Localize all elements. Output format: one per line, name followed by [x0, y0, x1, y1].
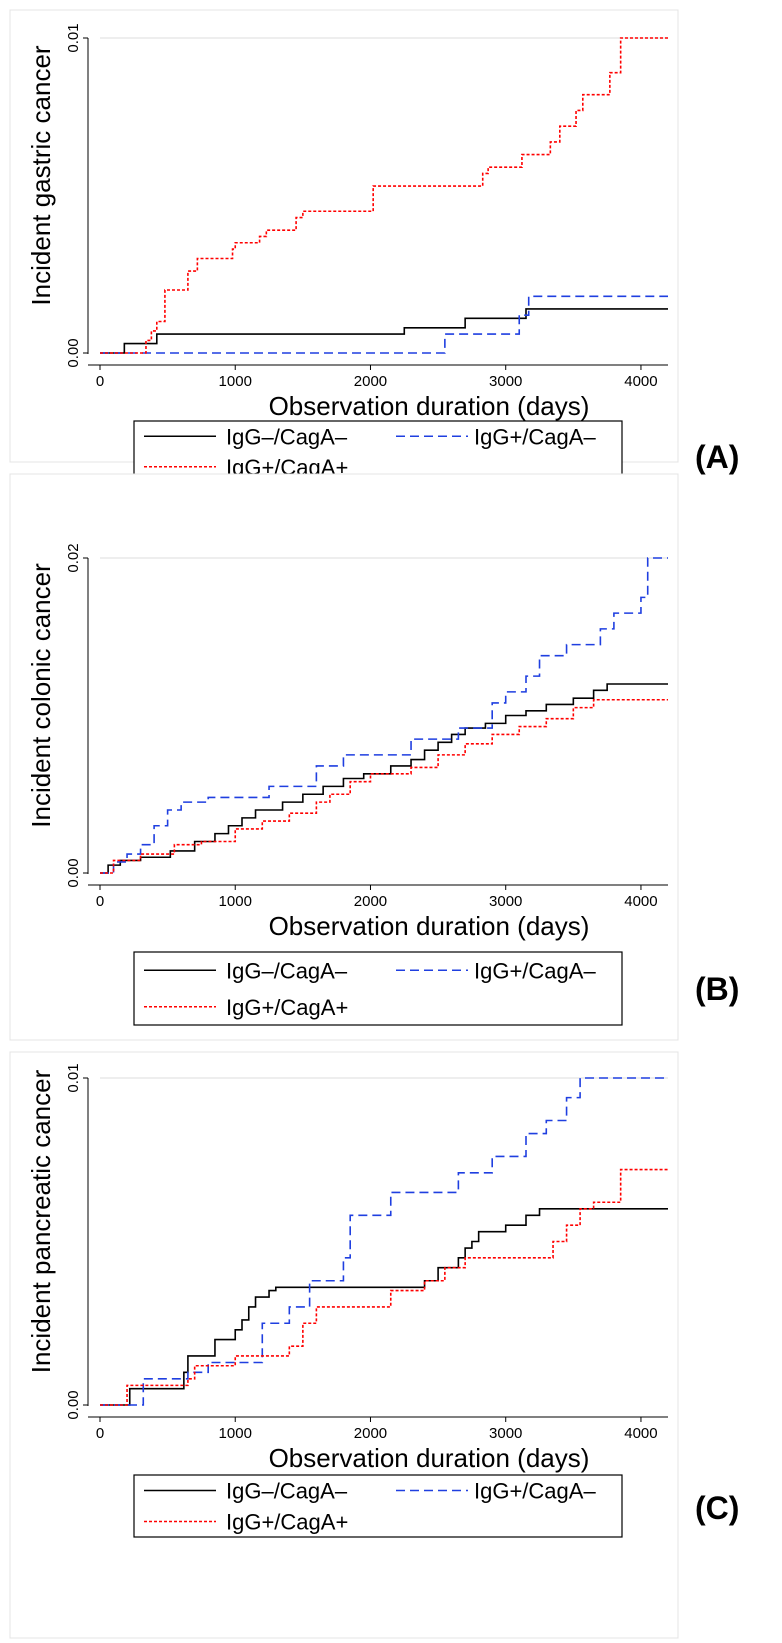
x-tick-label: 0	[96, 373, 104, 390]
y-tick-label: 0.00	[65, 1390, 82, 1419]
panel-background	[9, 473, 679, 1041]
series-line-2	[100, 295, 668, 354]
legend-label-3: IgG+/CagA+	[226, 995, 348, 1020]
chart-panel-1: 0.00 0.01 0 1000 2000 3000 4000 Observation dur…	[9, 9, 739, 483]
panel-background	[9, 9, 679, 463]
legend-box	[133, 1474, 623, 1538]
x-tick-label: 1000	[219, 373, 252, 390]
y-tick-label: 0.01	[65, 23, 82, 52]
legend-label-1: IgG–/CagA–	[226, 424, 348, 449]
x-axis-title: Observation duration (days)	[269, 391, 590, 421]
y-axis-title: Incident colonic cancer	[26, 563, 56, 828]
y-tick-label: 0.00	[65, 858, 82, 887]
x-axis-title: Observation duration (days)	[269, 1443, 590, 1473]
y-tick-label: 0.02	[65, 543, 82, 572]
panel-background	[9, 1051, 679, 1639]
chart-panel-2: 0.00 0.02 0 1000 2000 3000 4000 Observation dur…	[9, 473, 739, 1041]
x-tick-label: 0	[96, 893, 104, 910]
legend-box	[133, 420, 623, 483]
legend-label-2: IgG+/CagA–	[474, 424, 596, 449]
y-tick-label: 0.01	[65, 1063, 82, 1092]
legend-label-2: IgG+/CagA–	[474, 1479, 596, 1504]
series-line-3	[100, 1168, 668, 1406]
x-tick-label: 2000	[354, 1425, 387, 1442]
legend-label-2: IgG+/CagA–	[474, 958, 596, 983]
legend-label-3: IgG+/CagA+	[226, 1510, 348, 1535]
series-line-1	[100, 683, 668, 874]
legend-label-1: IgG–/CagA–	[226, 1479, 348, 1504]
x-tick-label: 2000	[354, 373, 387, 390]
series-line-3	[100, 37, 668, 354]
x-axis-title: Observation duration (days)	[269, 911, 590, 941]
chart-panel-3: 0.00 0.01 0 1000 2000 3000 4000 Observation dur…	[9, 1051, 739, 1639]
series-line-2	[100, 557, 668, 874]
y-axis-title: Incident pancreatic cancer	[26, 1069, 56, 1373]
x-tick-label: 1000	[219, 893, 252, 910]
x-tick-label: 4000	[624, 1425, 657, 1442]
x-tick-label: 4000	[624, 373, 657, 390]
x-tick-label: 2000	[354, 893, 387, 910]
series-line-2	[100, 1077, 668, 1406]
y-tick-label: 0.00	[65, 338, 82, 367]
panel-label: (A)	[695, 439, 739, 475]
panel-label: (C)	[695, 1490, 739, 1526]
x-tick-label: 1000	[219, 1425, 252, 1442]
legend-label-1: IgG–/CagA–	[226, 958, 348, 983]
x-tick-label: 0	[96, 1425, 104, 1442]
x-tick-label: 3000	[489, 893, 522, 910]
x-tick-label: 3000	[489, 373, 522, 390]
x-tick-label: 4000	[624, 893, 657, 910]
series-line-1	[100, 1208, 668, 1406]
series-line-1	[100, 308, 668, 354]
series-line-3	[100, 698, 668, 874]
x-tick-label: 3000	[489, 1425, 522, 1442]
legend-box	[133, 951, 623, 1026]
panel-label: (B)	[695, 971, 739, 1007]
y-axis-title: Incident gastric cancer	[26, 45, 56, 305]
